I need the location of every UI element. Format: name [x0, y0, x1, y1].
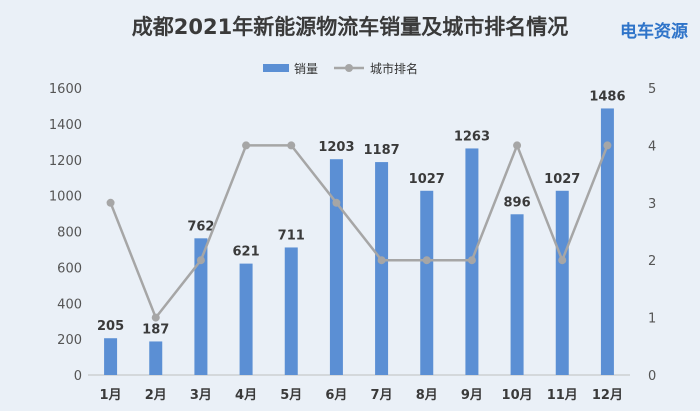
x-tick-label: 2月 [145, 388, 167, 403]
legend-line-marker [345, 64, 353, 72]
legend-line-label: 城市排名 [370, 61, 418, 76]
x-tick-label: 4月 [235, 388, 257, 403]
bar-data-label: 762 [187, 219, 214, 234]
x-tick-label: 10月 [502, 388, 533, 403]
bar-data-label: 1263 [454, 129, 490, 144]
y-right-tick-label: 3 [648, 197, 656, 212]
y-left-tick-label: 1000 [49, 190, 82, 205]
rank-point [332, 198, 341, 207]
bar-data-label: 187 [142, 322, 169, 337]
y-left-tick-label: 800 [57, 226, 82, 241]
x-tick-label: 8月 [416, 388, 438, 403]
bar [329, 159, 343, 375]
bar [375, 162, 389, 375]
y-right-tick-label: 1 [648, 312, 656, 327]
bar-data-label: 1486 [589, 89, 625, 104]
bar-labels: 205 187 762 621 711 1203 1187 1027 1263 896 1027 14… [97, 89, 625, 337]
y-left-tick-label: 1200 [49, 154, 82, 169]
y-left-tick-label: 200 [57, 333, 82, 348]
bar [194, 238, 208, 375]
y-left-tick-label: 400 [57, 297, 82, 312]
bar-data-label: 1203 [318, 140, 354, 155]
legend-bar-swatch [263, 64, 289, 72]
brand-logo: 电车资源 [620, 21, 688, 42]
x-tick-label: 1月 [100, 388, 122, 403]
rank-point [422, 256, 431, 265]
x-tick-label: 3月 [190, 388, 212, 403]
axes: 0 200 400 600 800 1000 1200 1400 1600 0 1 2 3 4 5 [49, 82, 656, 384]
bar-data-label: 205 [97, 319, 124, 334]
x-labels: 1月 2月 3月 4月 5月 6月 7月 8月 9月 10月 11月 12月 [100, 388, 623, 403]
y-left-tick-label: 0 [74, 369, 82, 384]
rank-point [242, 141, 251, 150]
rank-line-path [109, 144, 609, 319]
y-left-tick-label: 1400 [49, 118, 82, 133]
x-tick-label: 9月 [461, 388, 483, 403]
bar-data-label: 1187 [363, 143, 399, 158]
rank-point [287, 141, 296, 150]
bar [420, 190, 434, 375]
rank-line [106, 141, 612, 322]
x-tick-label: 7月 [371, 388, 393, 403]
bars [104, 108, 614, 375]
bar [510, 214, 524, 375]
chart-title: 成都2021年新能源物流车销量及城市排名情况 [132, 15, 568, 39]
bar-data-label: 1027 [544, 172, 580, 187]
x-tick-label: 6月 [325, 388, 347, 403]
rank-point [196, 256, 205, 265]
y-right-tick-label: 5 [648, 82, 656, 97]
legend-bar-label: 销量 [294, 62, 318, 76]
brand-logo-text: 电车资源 [620, 21, 688, 42]
bar [600, 108, 614, 375]
y-right-tick-label: 4 [648, 139, 656, 154]
bar-data-label: 896 [504, 195, 531, 210]
bar [555, 190, 569, 375]
y-left-tick-label: 600 [57, 261, 82, 276]
bar-data-label: 711 [278, 228, 305, 243]
bar [149, 341, 163, 375]
y-right-tick-label: 2 [648, 254, 656, 269]
rank-point [603, 141, 612, 150]
y-right-tick-label: 0 [648, 369, 656, 384]
rank-point [558, 256, 567, 265]
bar-data-label: 621 [233, 245, 260, 260]
rank-point [467, 256, 476, 265]
bar-data-label: 1027 [409, 172, 445, 187]
rank-point [513, 141, 522, 150]
legend: 销量 城市排名 [263, 61, 418, 76]
x-tick-label: 12月 [592, 388, 623, 403]
bar [104, 338, 118, 375]
bar [284, 247, 298, 375]
rank-point [377, 256, 386, 265]
y-left-tick-label: 1600 [49, 82, 82, 97]
rank-point [106, 198, 115, 207]
x-tick-label: 5月 [280, 388, 302, 403]
rank-point [151, 313, 160, 322]
bar [239, 263, 253, 375]
x-tick-label: 11月 [547, 388, 578, 403]
